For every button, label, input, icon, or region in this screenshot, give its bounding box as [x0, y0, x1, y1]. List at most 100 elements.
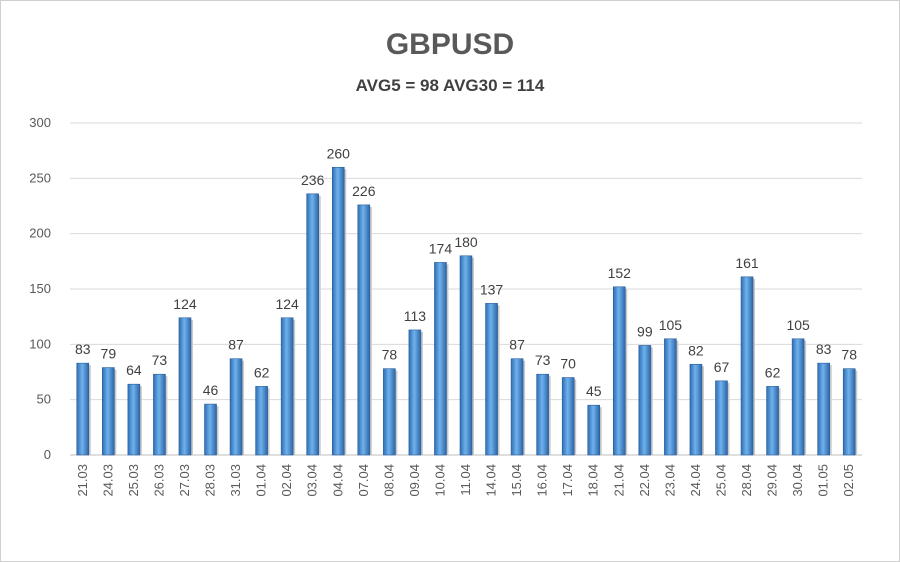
bar	[434, 262, 449, 456]
x-tick-label: 16.04	[535, 464, 550, 497]
data-label: 73	[152, 352, 168, 368]
data-label: 78	[841, 347, 857, 363]
bar-rect	[127, 383, 141, 456]
bar	[153, 373, 168, 456]
bar	[459, 255, 474, 456]
bar-rect	[204, 403, 217, 456]
data-label: 64	[126, 362, 142, 378]
data-label: 67	[714, 359, 730, 375]
bar-rect	[153, 373, 166, 456]
bar-rect	[510, 358, 524, 456]
data-label: 174	[429, 240, 453, 256]
bar	[510, 358, 526, 456]
bar-rect	[587, 404, 601, 456]
y-tick-label: 150	[29, 281, 51, 296]
bar-rect	[689, 363, 703, 456]
bar-rect	[842, 368, 856, 456]
bar	[306, 193, 321, 456]
data-label: 79	[101, 346, 117, 362]
x-tick-label: 07.04	[356, 464, 371, 497]
bar	[638, 345, 653, 456]
data-label: 105	[659, 317, 683, 333]
bar	[255, 386, 270, 456]
x-tick-label: 18.04	[586, 464, 601, 497]
y-tick-label: 50	[37, 392, 51, 407]
data-label: 83	[816, 341, 832, 357]
bar	[204, 403, 219, 456]
bar-rect	[280, 317, 294, 456]
bar-rect	[459, 255, 473, 456]
chart-title: GBPUSD	[385, 28, 515, 61]
x-tick-label: 02.05	[841, 464, 856, 497]
bar-rect	[664, 338, 677, 456]
data-label: 99	[637, 323, 653, 339]
bar	[357, 204, 372, 456]
x-tick-label: 25.04	[713, 464, 728, 497]
bar-rect	[76, 362, 90, 456]
x-tick-label: 01.05	[816, 464, 831, 497]
y-tick-label: 0	[44, 447, 51, 462]
y-tick-label: 200	[29, 226, 51, 241]
data-label: 137	[480, 281, 504, 297]
x-tick-label: 24.04	[688, 464, 703, 497]
bar-rect	[434, 262, 447, 456]
data-label: 260	[327, 145, 351, 161]
data-label: 78	[382, 347, 398, 363]
x-tick-label: 21.04	[611, 464, 626, 497]
bar	[791, 338, 807, 456]
bar	[664, 338, 679, 456]
y-axis-ticks: 0 50 100 150 200 250 300	[29, 115, 51, 462]
data-label: 124	[275, 296, 299, 312]
y-tick-label: 250	[29, 170, 51, 185]
bar-rect	[383, 368, 396, 456]
x-tick-label: 28.03	[203, 464, 218, 497]
bar-rect	[357, 204, 371, 456]
bar	[383, 368, 398, 456]
bar	[127, 383, 142, 456]
bar-rect	[178, 317, 192, 456]
x-tick-label: 15.04	[509, 464, 524, 497]
bar	[102, 367, 117, 456]
bar-rect	[817, 362, 830, 456]
bar-rect	[255, 386, 268, 456]
y-tick-label: 300	[29, 115, 51, 130]
bar-rect	[536, 373, 549, 456]
bar	[817, 362, 832, 456]
bar	[689, 363, 704, 456]
x-tick-label: 22.04	[637, 464, 652, 497]
data-label: 124	[173, 296, 197, 312]
bar	[587, 404, 602, 456]
x-tick-label: 24.03	[100, 464, 115, 497]
bar	[280, 317, 296, 456]
x-tick-label: 14.04	[484, 464, 499, 497]
bar	[408, 329, 423, 456]
data-label: 87	[228, 337, 244, 353]
bar-rect	[229, 358, 243, 456]
chart-subtitle: AVG5 = 98 AVG30 = 114	[355, 76, 545, 95]
data-label: 73	[535, 352, 551, 368]
data-label: 152	[608, 265, 632, 281]
x-tick-label: 25.03	[126, 464, 141, 497]
data-label: 161	[735, 255, 759, 271]
data-label: 82	[688, 342, 704, 358]
data-label: 83	[75, 341, 91, 357]
bar	[740, 276, 756, 456]
bar	[229, 358, 245, 456]
data-label: 62	[254, 364, 270, 380]
bar-rect	[638, 345, 652, 456]
bar-rect	[331, 166, 345, 456]
x-tick-label: 01.04	[254, 464, 269, 497]
x-tick-label: 10.04	[432, 464, 447, 497]
x-tick-label: 09.04	[407, 464, 422, 497]
x-tick-label: 23.04	[662, 464, 677, 497]
data-label: 113	[404, 308, 427, 324]
bar-rect	[740, 276, 754, 456]
x-tick-label: 21.03	[75, 464, 90, 497]
bar	[715, 380, 730, 456]
x-axis-ticks: 21.03 24.03 25.03 26.03 27.03 28.03 31.03 01.04…	[75, 464, 856, 497]
x-tick-label: 02.04	[279, 464, 294, 497]
x-tick-label: 26.03	[151, 464, 166, 497]
y-tick-label: 100	[29, 336, 51, 351]
